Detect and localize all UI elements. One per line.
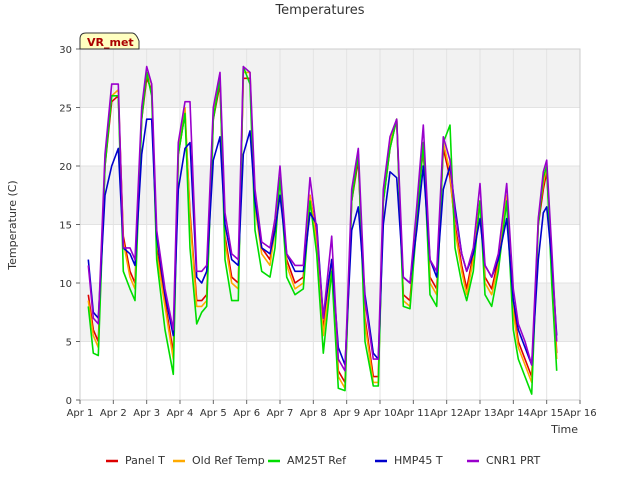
x-axis-ticks: Apr 1 Apr 2 Apr 3 Apr 4 Apr 5 Apr 6 Apr 7 Apr 8… bbox=[67, 400, 597, 419]
x-tick-label: Apr 7 bbox=[267, 408, 294, 419]
x-tick-label: Apr 6 bbox=[233, 408, 260, 419]
x-tick-label: Apr 11 bbox=[397, 408, 430, 419]
y-tick-label: 15 bbox=[59, 221, 72, 232]
y-tick-label: 10 bbox=[59, 279, 72, 290]
plot-background bbox=[80, 49, 580, 400]
y-tick-label: 0 bbox=[66, 396, 72, 407]
y-tick-label: 25 bbox=[59, 104, 72, 115]
x-tick-label: Apr 13 bbox=[463, 408, 496, 419]
legend-label: HMP45 T bbox=[394, 454, 443, 467]
x-tick-label: Apr 2 bbox=[100, 408, 127, 419]
x-tick-label: Apr 12 bbox=[430, 408, 463, 419]
plot-band bbox=[80, 107, 580, 166]
legend: Panel T Old Ref Temp AM25T Ref HMP45 T CNR1 … bbox=[106, 454, 541, 467]
x-tick-label: Apr 9 bbox=[333, 408, 360, 419]
station-badge: VR_met bbox=[79, 32, 140, 50]
y-tick-label: 30 bbox=[59, 45, 72, 56]
x-tick-label: Apr 14 bbox=[497, 408, 530, 419]
y-axis-ticks: 0 5 10 15 20 25 30 bbox=[59, 45, 80, 407]
y-tick-label: 20 bbox=[59, 162, 72, 173]
x-tick-label: Apr 10 bbox=[363, 408, 396, 419]
y-axis-label: Temperature (C) bbox=[6, 180, 19, 270]
y-tick-label: 5 bbox=[66, 338, 72, 349]
series-line-cnr1-prt bbox=[87, 65, 558, 372]
x-tick-label: Apr 3 bbox=[133, 408, 160, 419]
x-tick-label: Apr 1 bbox=[67, 408, 94, 419]
x-axis-label: Time bbox=[550, 423, 578, 436]
station-badge-label: VR_met bbox=[87, 36, 134, 49]
chart-title: Temperatures bbox=[274, 3, 364, 18]
x-tick-label: Apr 16 bbox=[563, 408, 596, 419]
x-tick-label: Apr 15 bbox=[530, 408, 563, 419]
legend-label: CNR1 PRT bbox=[486, 454, 541, 467]
legend-label: AM25T Ref bbox=[287, 454, 347, 467]
x-tick-label: Apr 8 bbox=[300, 408, 327, 419]
x-tick-label: Apr 4 bbox=[167, 408, 194, 419]
legend-label: Panel T bbox=[125, 454, 165, 467]
series-lines bbox=[87, 65, 558, 395]
plot-band bbox=[80, 49, 580, 108]
plot-band bbox=[80, 341, 580, 400]
legend-label: Old Ref Temp bbox=[192, 454, 265, 467]
plot-band bbox=[80, 166, 580, 225]
x-tick-label: Apr 5 bbox=[200, 408, 227, 419]
